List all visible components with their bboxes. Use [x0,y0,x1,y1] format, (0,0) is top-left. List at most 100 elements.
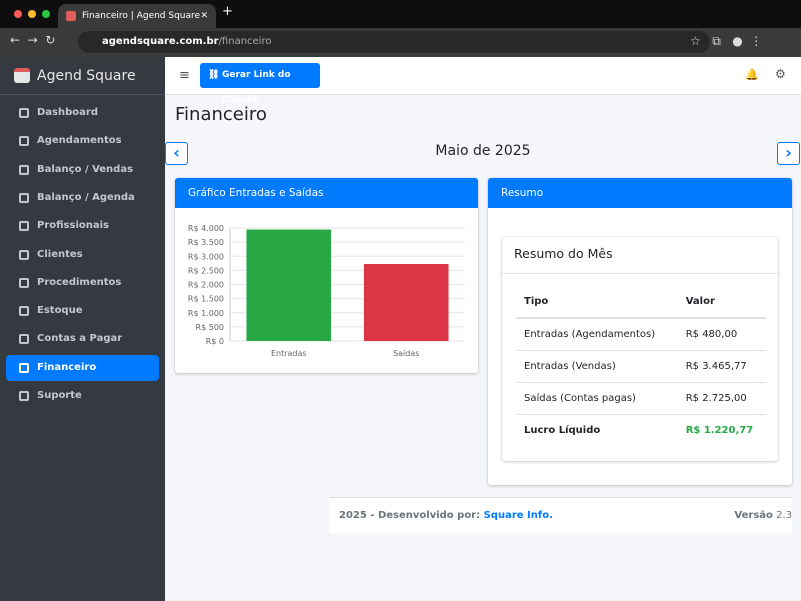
url-path: /financeiro [218,36,272,47]
chart-title: Gráfico Entradas e Saídas [175,178,478,208]
summary-header: Resumo [488,178,792,208]
footer-text: 2025 - Desenvolvido por: [339,510,481,521]
page-title: Financeiro [175,104,267,125]
month-card-title: Resumo do Mês [502,237,778,274]
menu-item[interactable]: Agendamentos [6,128,159,154]
brand[interactable]: Agend Square [0,57,165,95]
table-cell: R$ 480,00 [685,328,738,340]
tab-bar: Financeiro | Agend Square ✕ + [0,0,801,28]
y-tick-label: R$ 3.000 [188,252,224,261]
menu-icon [19,362,29,373]
menu-label: Agendamentos [37,135,122,147]
footer-link[interactable]: Square Info. [483,510,553,521]
menu-icon [19,334,29,345]
menu-item[interactable]: Dashboard [6,100,159,126]
new-tab[interactable]: + [222,4,233,19]
nav-buttons[interactable]: ← → ↻ [10,33,56,47]
menu-item[interactable]: Suporte [6,383,159,409]
tab-title: Financeiro | Agend Square [82,11,201,21]
menu-item[interactable]: Balanço / Vendas [6,157,159,183]
x-tick-label: Saídas [393,349,419,358]
month-card: Resumo do Mês Tipo Valor Entradas (Agendam… [502,237,778,461]
summary-table: Tipo Valor Entradas (Agendamentos) R$ 480,0… [516,285,766,446]
notifications[interactable]: 🔔 [745,68,759,81]
menu-label: Balanço / Vendas [37,163,134,175]
menu-label: Procedimentos [37,276,122,288]
version-label: Versão [734,510,773,521]
table-cell: Entradas (Agendamentos) [524,328,656,340]
table-cell: R$ 3.465,77 [685,360,747,372]
header-cell: Tipo [524,295,549,307]
menu-icon [19,221,29,232]
y-tick-label: R$ 4.000 [188,224,224,233]
next-month[interactable]: › [777,142,800,165]
settings[interactable]: ⚙ [775,67,786,81]
brand-name: Agend Square [37,68,136,84]
omnibox[interactable]: agendsquare.com.br/financeiro [78,31,710,53]
menu-item[interactable]: Balanço / Agenda [6,185,159,211]
menu-item[interactable]: Contas a Pagar [6,326,159,352]
menu-item[interactable]: Estoque [6,298,159,324]
y-tick-label: R$ 1.500 [188,295,224,304]
y-tick-label: R$ 2.000 [188,281,224,290]
y-tick-label: R$ 1.000 [188,309,224,318]
table-cell: Lucro Líquido [524,424,601,436]
menu-icon [19,108,29,118]
hamburger[interactable]: ≡ [179,68,190,83]
url-domain: agendsquare.com.br [102,36,219,47]
browser-actions[interactable]: ☆ ⧉ ● ⋮ [690,34,763,48]
table-header: Tipo Valor [516,285,766,318]
menu-icon [19,306,29,317]
month-label: Maio de 2025 [435,143,531,159]
menu-item[interactable]: Procedimentos [6,270,159,296]
menu-icon [19,164,29,175]
menu-icon [19,136,29,147]
menu-label: Suporte [37,390,82,401]
menu-label: Balanço / Agenda [37,191,135,203]
menu-item[interactable]: Profissionais [6,213,159,239]
button-label: Gerar Link do Cliente [222,70,291,105]
table-cell: R$ 1.220,77 [685,424,754,436]
menu-label: Financeiro [37,361,97,373]
table-row: Lucro Líquido R$ 1.220,77 [516,414,766,446]
tab-close[interactable]: ✕ [200,11,208,21]
menu-label: Dashboard [37,107,98,118]
menu-label: Clientes [37,248,83,260]
table-row: Saídas (Contas pagas) R$ 2.725,00 [516,382,766,414]
y-tick-label: R$ 2.500 [188,266,224,275]
y-tick-label: R$ 3.500 [188,238,224,247]
max-dot[interactable] [42,10,50,18]
table-row: Entradas (Vendas) R$ 3.465,77 [516,350,766,382]
min-dot[interactable] [28,10,36,18]
menu-icon [19,391,29,401]
table-cell: Saídas (Contas pagas) [524,392,636,404]
header-cell: Valor [685,295,715,307]
bar [246,229,332,341]
link-button[interactable]: ⛓ Gerar Link do Cliente [200,63,320,105]
bar [363,264,449,341]
favicon [66,11,76,21]
close-dot[interactable] [14,10,22,18]
y-tick-label: R$ 0 [206,337,224,346]
sidebar [0,57,165,601]
summary-card: Resumo Resumo do Mês Tipo Valor Entradas (… [488,178,792,485]
footer: 2025 - Desenvolvido por: Square Info. Ve… [329,497,792,533]
chart: R$ 0 R$ 500 R$ 1.000 R$ 1.500 R$ 2.000 R$ 2.5… [188,224,465,358]
table-cell: R$ 2.725,00 [685,392,747,404]
menu-item[interactable]: Clientes [6,242,159,268]
menu-item[interactable]: Financeiro [6,354,159,381]
menu-label: Contas a Pagar [37,333,123,345]
menu-label: Profissionais [37,220,109,232]
prev-month[interactable]: ‹ [165,142,188,165]
menu-icon [19,192,29,203]
table-row: Entradas (Agendamentos) R$ 480,00 [516,318,766,350]
tab[interactable]: Financeiro | Agend Square ✕ [58,4,216,28]
x-tick-label: Entradas [271,349,307,358]
version: 2.3 [776,510,792,521]
menu-icon [19,277,29,288]
table-cell: Entradas (Vendas) [524,360,616,372]
y-tick-label: R$ 500 [196,323,224,332]
brand-logo [14,68,30,83]
menu-icon [19,249,29,260]
